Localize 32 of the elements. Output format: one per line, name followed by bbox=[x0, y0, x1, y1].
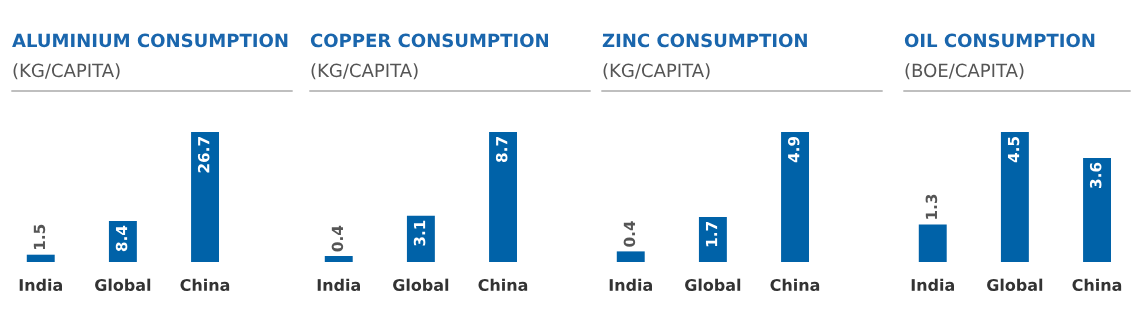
chart-title: ALUMINIUM CONSUMPTION bbox=[12, 33, 288, 48]
x-tick-label: Global bbox=[393, 278, 449, 292]
data-label: 1.3 bbox=[925, 194, 938, 219]
x-tick-label: Global bbox=[987, 278, 1043, 292]
data-label: 26.7 bbox=[197, 137, 210, 173]
chart-title: ZINC CONSUMPTION bbox=[602, 33, 807, 48]
chart-title: COPPER CONSUMPTION bbox=[310, 33, 548, 48]
data-label: 0.4 bbox=[623, 221, 636, 247]
x-tick-label: China bbox=[180, 278, 230, 292]
x-tick-label: India bbox=[911, 278, 954, 292]
data-label: 0.4 bbox=[331, 225, 344, 252]
data-label: 4.9 bbox=[787, 136, 800, 163]
chart-title: OIL CONSUMPTION bbox=[904, 33, 1095, 48]
data-label: 3.1 bbox=[413, 220, 426, 246]
data-label: 1.5 bbox=[33, 224, 46, 250]
chart-subtitle: (KG/CAPITA) bbox=[311, 63, 418, 80]
data-label: 8.4 bbox=[115, 225, 128, 252]
data-label: 4.5 bbox=[1007, 136, 1020, 163]
x-tick-label: China bbox=[478, 278, 528, 292]
x-tick-label: China bbox=[770, 278, 820, 292]
x-tick-label: India bbox=[317, 278, 360, 292]
data-label: 8.7 bbox=[495, 137, 508, 163]
x-tick-label: India bbox=[19, 278, 62, 292]
x-tick-label: India bbox=[609, 278, 652, 292]
x-tick-label: Global bbox=[95, 278, 151, 292]
chart-subtitle: (BOE/CAPITA) bbox=[905, 63, 1024, 80]
chart-subtitle: (KG/CAPITA) bbox=[603, 63, 710, 80]
data-label: 1.7 bbox=[705, 222, 718, 247]
data-label: 3.6 bbox=[1089, 162, 1102, 188]
x-tick-label: Global bbox=[685, 278, 741, 292]
chart-subtitle: (KG/CAPITA) bbox=[13, 63, 120, 80]
x-tick-label: China bbox=[1072, 278, 1122, 292]
